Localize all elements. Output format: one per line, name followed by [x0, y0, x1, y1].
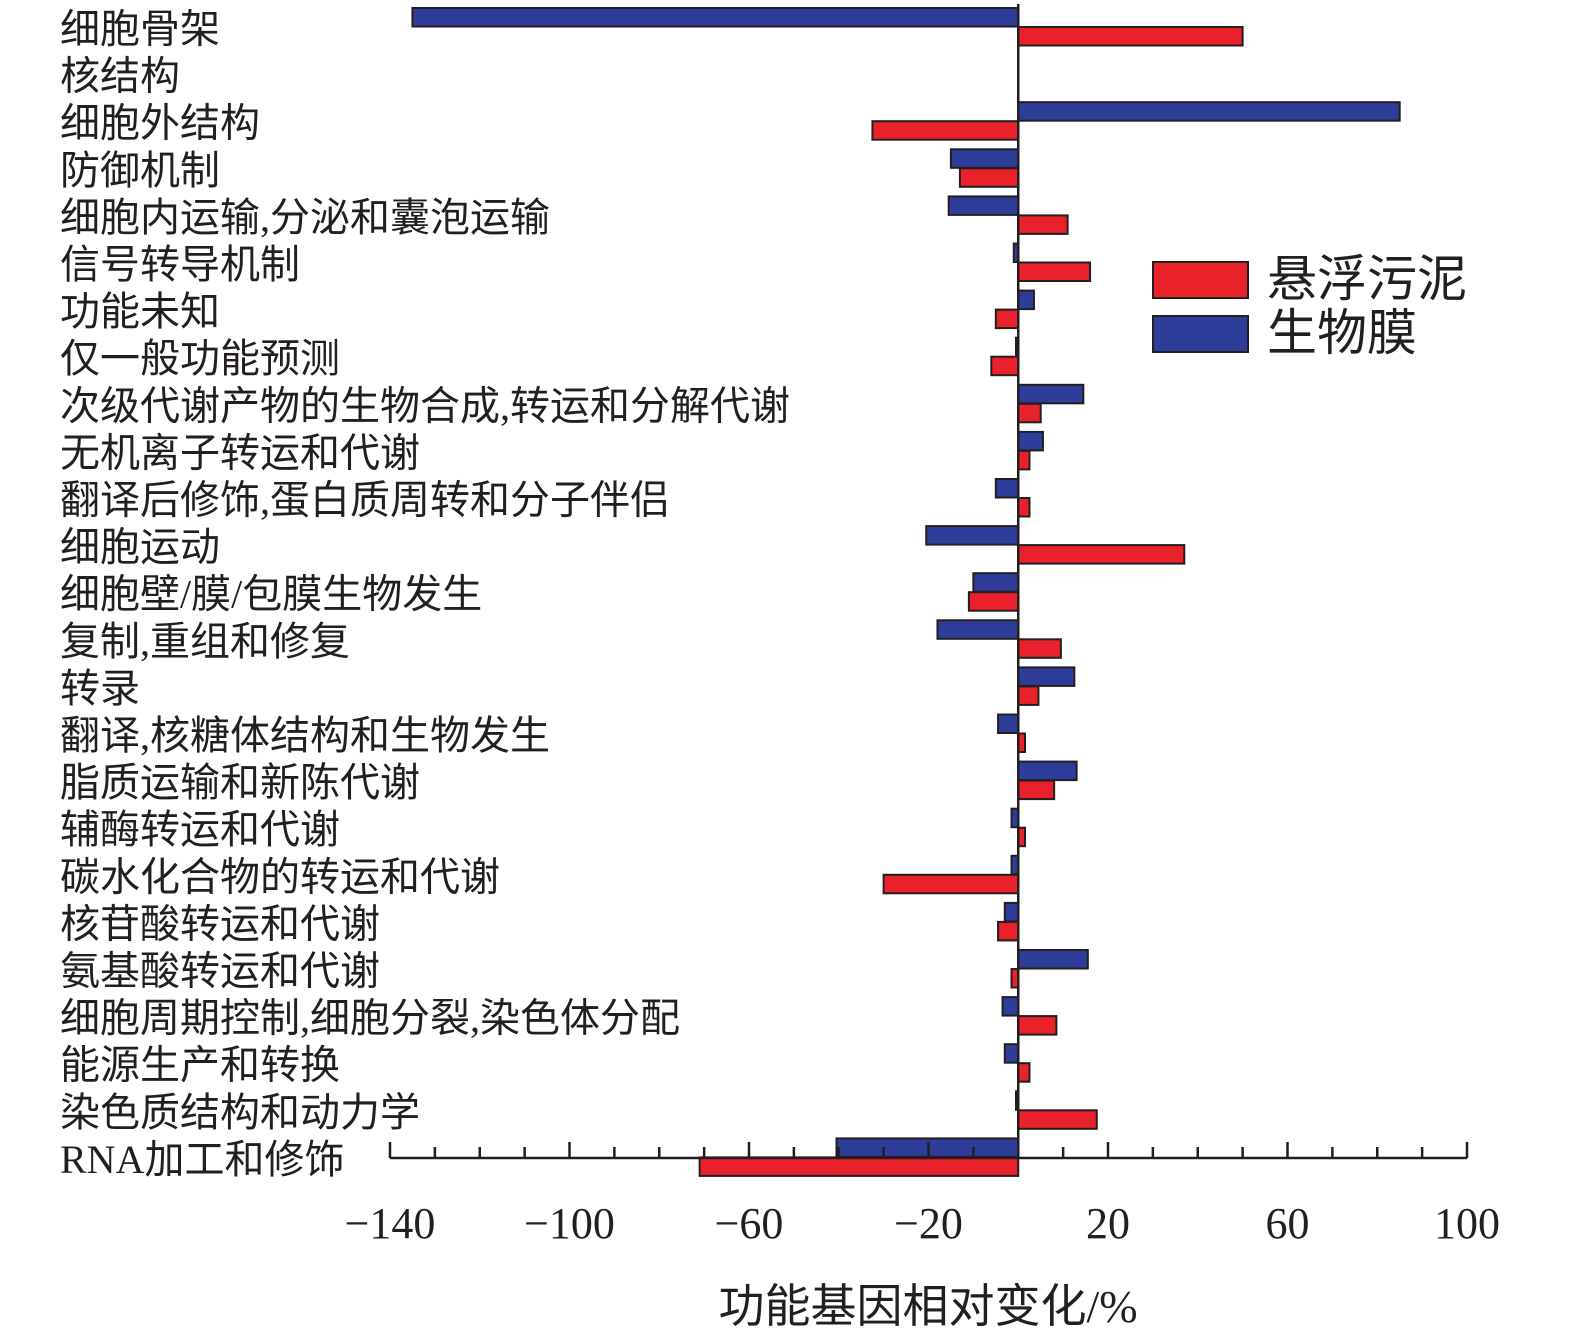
x-tick-label: −140 — [345, 1199, 436, 1248]
bar-suspended-sludge — [1017, 685, 1040, 706]
bar-biofilm — [947, 195, 1020, 216]
category-label: 核结构 — [60, 54, 180, 99]
bar-suspended-sludge — [1017, 1015, 1058, 1036]
legend-swatch — [1152, 315, 1249, 353]
x-tick-label: −60 — [715, 1199, 784, 1248]
x-tick-label: −20 — [894, 1199, 963, 1248]
legend-swatch — [1152, 261, 1249, 299]
category-label: 转录 — [60, 666, 140, 711]
bar-biofilm — [925, 525, 1020, 546]
bar-biofilm — [936, 619, 1020, 640]
x-tick-label: 60 — [1266, 1199, 1310, 1248]
category-label: 细胞运动 — [60, 525, 220, 570]
bar-suspended-sludge — [1017, 1109, 1098, 1130]
category-label: 辅酶转运和代谢 — [60, 807, 340, 852]
bar-suspended-sludge — [994, 308, 1020, 330]
category-label: 翻译,核糖体结构和生物发生 — [60, 713, 550, 758]
category-label: RNA加工和修饰 — [60, 1137, 344, 1182]
category-label: 细胞骨架 — [60, 7, 220, 52]
bar-biofilm — [411, 7, 1020, 28]
bar-suspended-sludge — [1017, 497, 1031, 518]
bar-biofilm — [997, 713, 1020, 734]
bar-biofilm — [1003, 901, 1020, 923]
bar-suspended-sludge — [1017, 544, 1186, 565]
bar-suspended-sludge — [882, 873, 1020, 895]
category-label: 防御机制 — [60, 148, 220, 193]
bar-biofilm — [1017, 289, 1035, 311]
bar-suspended-sludge — [997, 920, 1020, 942]
bar-suspended-sludge — [1017, 402, 1042, 424]
category-label: 功能未知 — [60, 289, 220, 334]
category-label: 翻译后修饰,蛋白质周转和分子伴侣 — [60, 478, 670, 523]
bar-suspended-sludge — [1017, 26, 1244, 47]
bar-suspended-sludge — [1017, 214, 1069, 235]
bar-biofilm — [1017, 430, 1044, 452]
bar-suspended-sludge — [1017, 638, 1062, 659]
bar-suspended-sludge — [698, 1156, 1020, 1177]
category-label: 细胞壁/膜/包膜生物发生 — [60, 572, 482, 617]
category-label: 仅一般功能预测 — [60, 336, 340, 381]
x-tick-label: 20 — [1086, 1199, 1130, 1248]
category-label: 次级代谢产物的生物合成,转运和分解代谢 — [60, 383, 790, 428]
bar-biofilm — [1017, 666, 1076, 687]
x-tick-label: 100 — [1434, 1199, 1500, 1248]
category-label: 复制,重组和修复 — [60, 619, 350, 664]
bar-biofilm — [1017, 383, 1085, 405]
legend-label: 生物膜 — [1267, 305, 1417, 361]
bar-biofilm — [1017, 101, 1401, 122]
category-label: 核苷酸转运和代谢 — [60, 901, 380, 946]
bar-suspended-sludge — [1017, 449, 1031, 471]
bar-biofilm — [949, 148, 1020, 169]
bar-suspended-sludge — [1017, 261, 1092, 282]
bar-suspended-sludge — [1017, 779, 1056, 801]
legend-label: 悬浮污泥 — [1267, 251, 1467, 307]
bar-biofilm — [1017, 949, 1089, 970]
bar-biofilm — [1003, 1043, 1020, 1064]
category-label: 细胞内运输,分泌和囊泡运输 — [60, 195, 550, 240]
bar-suspended-sludge — [967, 591, 1020, 612]
category-label: 染色质结构和动力学 — [60, 1090, 420, 1135]
category-label: 信号转导机制 — [60, 242, 300, 287]
bar-suspended-sludge — [871, 120, 1020, 141]
bar-suspended-sludge — [1017, 1062, 1031, 1083]
category-label: 细胞周期控制,细胞分裂,染色体分配 — [60, 996, 680, 1041]
bar-suspended-sludge — [990, 355, 1020, 377]
category-label: 细胞外结构 — [60, 101, 260, 146]
x-axis-label: 功能基因相对变化/% — [718, 1281, 1137, 1332]
axes: −140 −100 −60 −20 20 60 100 — [345, 4, 1500, 1248]
x-tick-label: −100 — [524, 1199, 615, 1248]
category-label: 无机离子转运和代谢 — [60, 430, 420, 475]
bar-biofilm — [1001, 996, 1020, 1017]
bar-biofilm — [994, 478, 1020, 499]
category-labels: 细胞骨架核结构细胞外结构防御机制细胞内运输,分泌和囊泡运输信号转导机制功能未知仅… — [60, 7, 790, 1182]
category-label: 碳水化合物的转运和代谢 — [60, 854, 500, 899]
bar-suspended-sludge — [958, 167, 1020, 188]
category-label: 能源生产和转换 — [60, 1043, 340, 1088]
category-label: 脂质运输和新陈代谢 — [60, 760, 420, 805]
category-label: 氨基酸转运和代谢 — [60, 949, 380, 994]
bar-biofilm — [972, 572, 1020, 593]
bar-biofilm — [1017, 760, 1078, 782]
